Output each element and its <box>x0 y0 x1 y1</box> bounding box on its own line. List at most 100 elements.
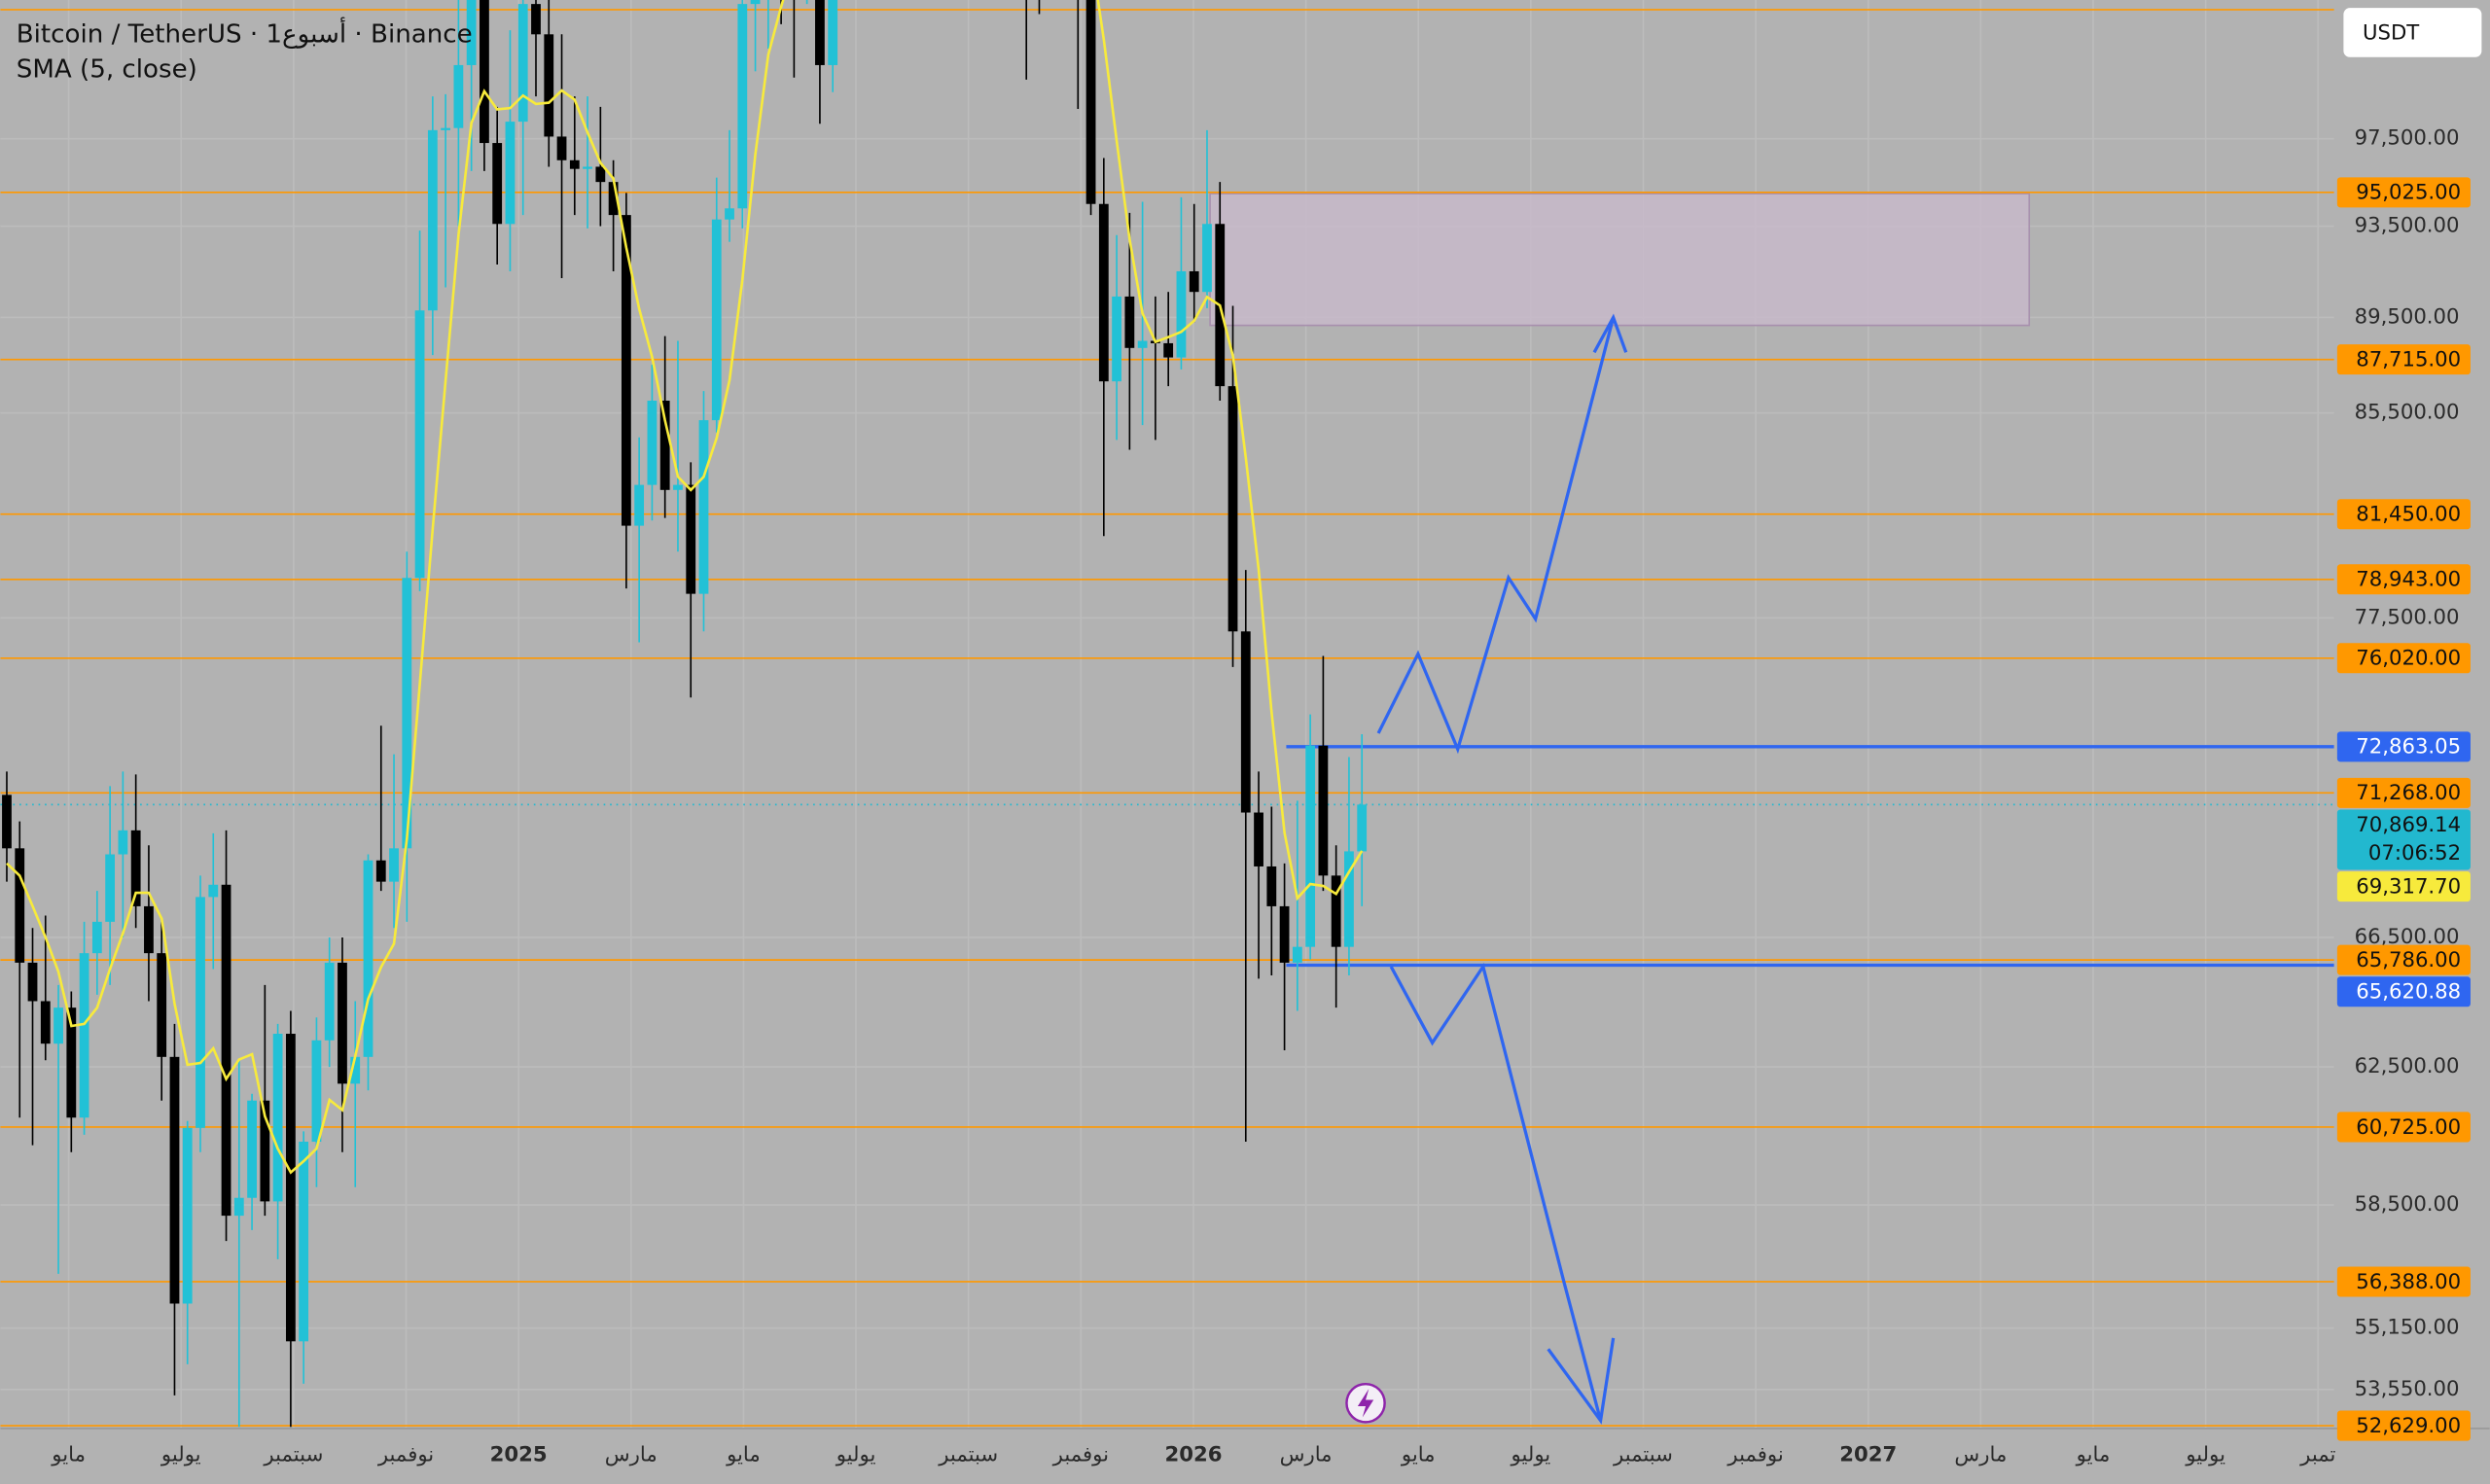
candle-body <box>608 182 619 216</box>
candle-body <box>815 0 825 65</box>
candle-body <box>27 962 38 1002</box>
y-tick-label: 55,150.00 <box>2355 1316 2460 1340</box>
candle-body <box>157 953 167 1057</box>
x-tick-label: مايو <box>1401 1443 1436 1467</box>
x-tick-label: 2026 <box>1164 1443 1222 1467</box>
candle-body <box>1240 631 1251 813</box>
currency-button[interactable] <box>2343 8 2482 57</box>
x-tick-label: يوليو <box>1511 1443 1551 1467</box>
x-tick-label: مارس <box>1954 1443 2007 1467</box>
candle-body <box>130 830 141 906</box>
y-tick-label: 58,500.00 <box>2355 1192 2460 1217</box>
candle-body <box>118 830 128 855</box>
candle-body <box>1176 270 1187 358</box>
candle-body <box>324 962 335 1041</box>
y-tick-label: 89,500.00 <box>2355 304 2460 329</box>
candle-body <box>1292 946 1302 963</box>
candle-body <box>311 1040 322 1143</box>
candle-body <box>260 1100 270 1202</box>
replay-icon[interactable] <box>1345 1382 1386 1424</box>
price-tag <box>2336 1410 2471 1441</box>
candle-body <box>1266 866 1277 906</box>
price-tag-label: 87,715.00 <box>2356 347 2461 371</box>
candle-body <box>441 127 451 130</box>
candle-body <box>1202 224 1212 293</box>
price-tag-label: 65,620.88 <box>2356 980 2461 1005</box>
x-tick-label: مايو <box>2076 1443 2111 1467</box>
candle-body <box>480 0 489 144</box>
candle-body <box>556 136 567 160</box>
bull-path <box>1376 317 1616 755</box>
candle-body <box>1254 812 1263 866</box>
price-tag-label: 78,943.00 <box>2356 568 2461 592</box>
price-tag <box>2336 499 2471 530</box>
price-tags: 95,025.00 87,715.00 81,450.00 78,943.00 76,0… <box>2336 177 2471 1441</box>
chart-title: Bitcoin / TetherUS · 1أسبوع · Binance <box>17 16 473 49</box>
candle-body <box>673 484 683 490</box>
x-tick-label: مايو <box>726 1443 761 1467</box>
candle-body <box>698 420 709 594</box>
candles <box>2 0 1368 1428</box>
candle-body <box>453 64 464 128</box>
candle-body <box>583 166 592 169</box>
candle-body <box>221 884 231 1217</box>
x-tick-label: يوليو <box>2185 1443 2225 1467</box>
x-tick-label: نوفمبر <box>1726 1443 1783 1467</box>
x-tick-label: نوفمبر <box>377 1443 434 1467</box>
candle-body <box>1163 342 1174 358</box>
candle-body <box>1085 0 1096 204</box>
price-tag <box>2336 177 2471 208</box>
candle-body <box>350 1056 361 1084</box>
candle-body <box>505 122 516 225</box>
price-tag-label: 65,786.00 <box>2356 948 2461 972</box>
x-tick-label: تمبر <box>2299 1443 2335 1467</box>
candle-body <box>182 1127 193 1304</box>
price-tag-label: 81,450.00 <box>2356 503 2461 527</box>
price-tag-label: 07:06:52 <box>2368 841 2461 866</box>
price-tag <box>2336 809 2471 870</box>
candle-body <box>1112 296 1121 382</box>
candle-body <box>544 34 554 137</box>
candle-body <box>492 143 503 225</box>
candle-body <box>53 1007 63 1044</box>
price-tag-label: 70,869.14 <box>2356 813 2461 837</box>
bear-path <box>1389 962 1603 1422</box>
candle-body <box>1137 340 1148 348</box>
candle-body <box>750 0 761 5</box>
candle-body <box>247 1100 257 1198</box>
candle-body <box>427 129 438 311</box>
candle-body <box>737 4 748 209</box>
x-tick-label: يوليو <box>160 1443 201 1467</box>
price-tag <box>2336 1112 2471 1143</box>
candle-body <box>1098 203 1109 382</box>
x-tick-label: سبتمبر <box>263 1443 323 1467</box>
candle-body <box>338 962 347 1084</box>
candle-body <box>1189 270 1199 293</box>
price-tag <box>2336 871 2471 902</box>
candle-body <box>389 848 399 882</box>
candle-body <box>1279 905 1290 963</box>
x-tick-label: نوفمبر <box>1052 1443 1109 1467</box>
candle-body <box>621 215 631 526</box>
levels <box>0 9 2334 1427</box>
currency-label: USDT <box>2363 20 2420 45</box>
price-tag-label: 95,025.00 <box>2356 181 2461 205</box>
candle-body <box>828 0 838 65</box>
target-zone <box>1209 193 2031 327</box>
price-tag <box>2336 777 2471 808</box>
price-tag-label: 71,268.00 <box>2356 781 2461 805</box>
candle-body <box>569 159 580 169</box>
candle-body <box>1318 745 1329 876</box>
candle-body <box>105 854 116 922</box>
candle-body <box>375 860 386 882</box>
price-tag-label: 76,020.00 <box>2356 647 2461 671</box>
sma-line <box>6 0 1364 1175</box>
y-tick-label: 97,500.00 <box>2355 126 2460 151</box>
y-tick-label: 85,500.00 <box>2355 401 2460 425</box>
y-tick-label: 53,550.00 <box>2355 1377 2460 1401</box>
candle-body <box>40 1001 51 1044</box>
candle-body <box>1357 804 1368 852</box>
candle-body <box>711 219 722 421</box>
candle-body <box>725 208 734 220</box>
candle-body <box>15 848 25 963</box>
